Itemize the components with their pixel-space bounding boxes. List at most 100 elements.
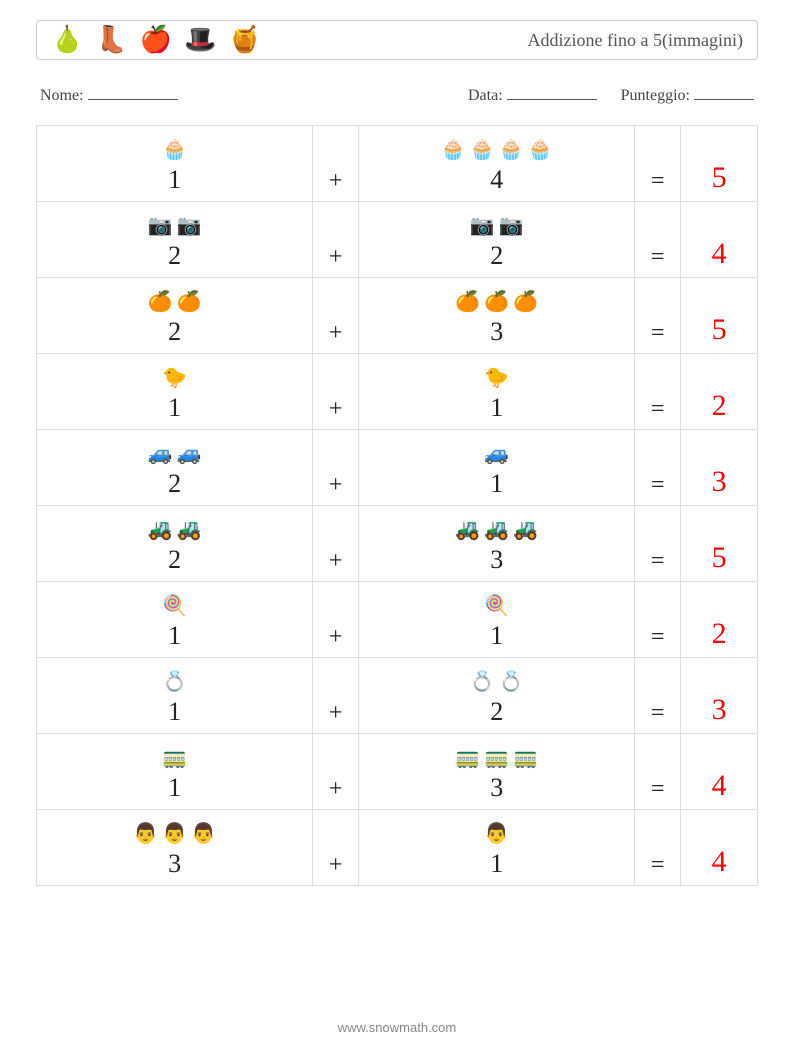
answer-cell: 2 [681,354,758,430]
operand-left: 🚜🚜2 [37,506,313,582]
picto-icon: 🍊 [177,292,202,316]
picto-icon: 👨 [191,824,216,848]
equals-operator: = [635,582,681,658]
plus-operator: + [313,202,359,278]
operand-right: 🚜🚜🚜3 [359,506,635,582]
plus-operator: + [313,354,359,430]
plus-operator: + [313,658,359,734]
picto-group: 🚃🚃🚃 [363,748,630,772]
picto-icon: 📷 [499,216,524,240]
picto-group: 🚜🚜🚜 [363,520,630,544]
picto-group: 🚙🚙 [41,444,308,468]
equals-operator: = [635,734,681,810]
header-icon: 🎩 [184,27,216,53]
plus-operator: + [313,126,359,202]
operand-number: 4 [363,166,630,195]
operand-right: 🚙1 [359,430,635,506]
operand-number: 3 [41,850,308,879]
name-label: Nome: [40,87,84,104]
answer-cell: 3 [681,658,758,734]
picto-icon: 💍 [162,672,187,696]
plus-operator: + [313,582,359,658]
header-icon: 🍎 [140,27,172,53]
score-field: Punteggio: [621,84,754,105]
operand-number: 1 [41,698,308,727]
operand-left: 🚃1 [37,734,313,810]
picto-group: 💍 [41,672,308,696]
answer-cell: 5 [681,126,758,202]
operand-number: 1 [41,394,308,423]
problem-row: 👨👨👨3+👨1=4 [37,810,758,886]
picto-icon: 💍 [470,672,495,696]
picto-icon: 🍊 [148,292,173,316]
operand-number: 1 [41,622,308,651]
picto-icon: 🍊 [513,292,538,316]
picto-group: 📷📷 [363,216,630,240]
picto-group: 🐤 [41,368,308,392]
problem-row: 🍊🍊2+🍊🍊🍊3=5 [37,278,758,354]
plus-operator: + [313,506,359,582]
operand-left: 🧁1 [37,126,313,202]
operand-left: 👨👨👨3 [37,810,313,886]
picto-group: 📷📷 [41,216,308,240]
picto-icon: 📷 [148,216,173,240]
operand-right: 🍊🍊🍊3 [359,278,635,354]
operand-number: 1 [363,622,630,651]
equals-operator: = [635,202,681,278]
problem-row: 💍1+💍💍2=3 [37,658,758,734]
operand-number: 3 [363,546,630,575]
picto-icon: 🚙 [148,444,173,468]
picto-icon: 🚙 [484,444,509,468]
answer-cell: 2 [681,582,758,658]
info-row: Nome: Data: Punteggio: [36,84,758,105]
operand-number: 2 [41,546,308,575]
operand-right: 📷📷2 [359,202,635,278]
picto-icon: 🐤 [484,368,509,392]
operand-right: 👨1 [359,810,635,886]
problems-table: 🧁1+🧁🧁🧁🧁4=5📷📷2+📷📷2=4🍊🍊2+🍊🍊🍊3=5🐤1+🐤1=2🚙🚙2+… [36,125,758,886]
date-field: Data: [468,84,597,105]
problem-row: 🐤1+🐤1=2 [37,354,758,430]
picto-icon: 🍭 [162,596,187,620]
picto-icon: 👨 [133,824,158,848]
picto-group: 🧁 [41,140,308,164]
picto-group: 🚙 [363,444,630,468]
picto-group: 🍭 [363,596,630,620]
picto-icon: 🚃 [162,748,187,772]
score-label: Punteggio: [621,87,690,104]
picto-group: 🍊🍊🍊 [363,292,630,316]
picto-icon: 🧁 [499,140,524,164]
plus-operator: + [313,810,359,886]
operand-number: 1 [363,394,630,423]
picto-icon: 👨 [484,824,509,848]
operand-number: 1 [363,850,630,879]
operand-right: 💍💍2 [359,658,635,734]
operand-number: 3 [363,774,630,803]
picto-icon: 🚜 [513,520,538,544]
picto-group: 👨👨👨 [41,824,308,848]
picto-group: 👨 [363,824,630,848]
header-icon: 👢 [95,27,127,53]
operand-left: 💍1 [37,658,313,734]
problem-row: 🚃1+🚃🚃🚃3=4 [37,734,758,810]
operand-right: 🚃🚃🚃3 [359,734,635,810]
operand-number: 1 [363,470,630,499]
problem-row: 🚜🚜2+🚜🚜🚜3=5 [37,506,758,582]
operand-left: 🐤1 [37,354,313,430]
plus-operator: + [313,430,359,506]
picto-group: 🚃 [41,748,308,772]
picto-icon: 🚜 [455,520,480,544]
picto-group: 💍💍 [363,672,630,696]
plus-operator: + [313,734,359,810]
answer-cell: 4 [681,734,758,810]
equals-operator: = [635,430,681,506]
equals-operator: = [635,810,681,886]
operand-right: 🐤1 [359,354,635,430]
operand-left: 📷📷2 [37,202,313,278]
operand-right: 🍭1 [359,582,635,658]
plus-operator: + [313,278,359,354]
picto-icon: 🍊 [484,292,509,316]
picto-group: 🚜🚜 [41,520,308,544]
picto-icon: 🚃 [455,748,480,772]
picto-icon: 📷 [470,216,495,240]
